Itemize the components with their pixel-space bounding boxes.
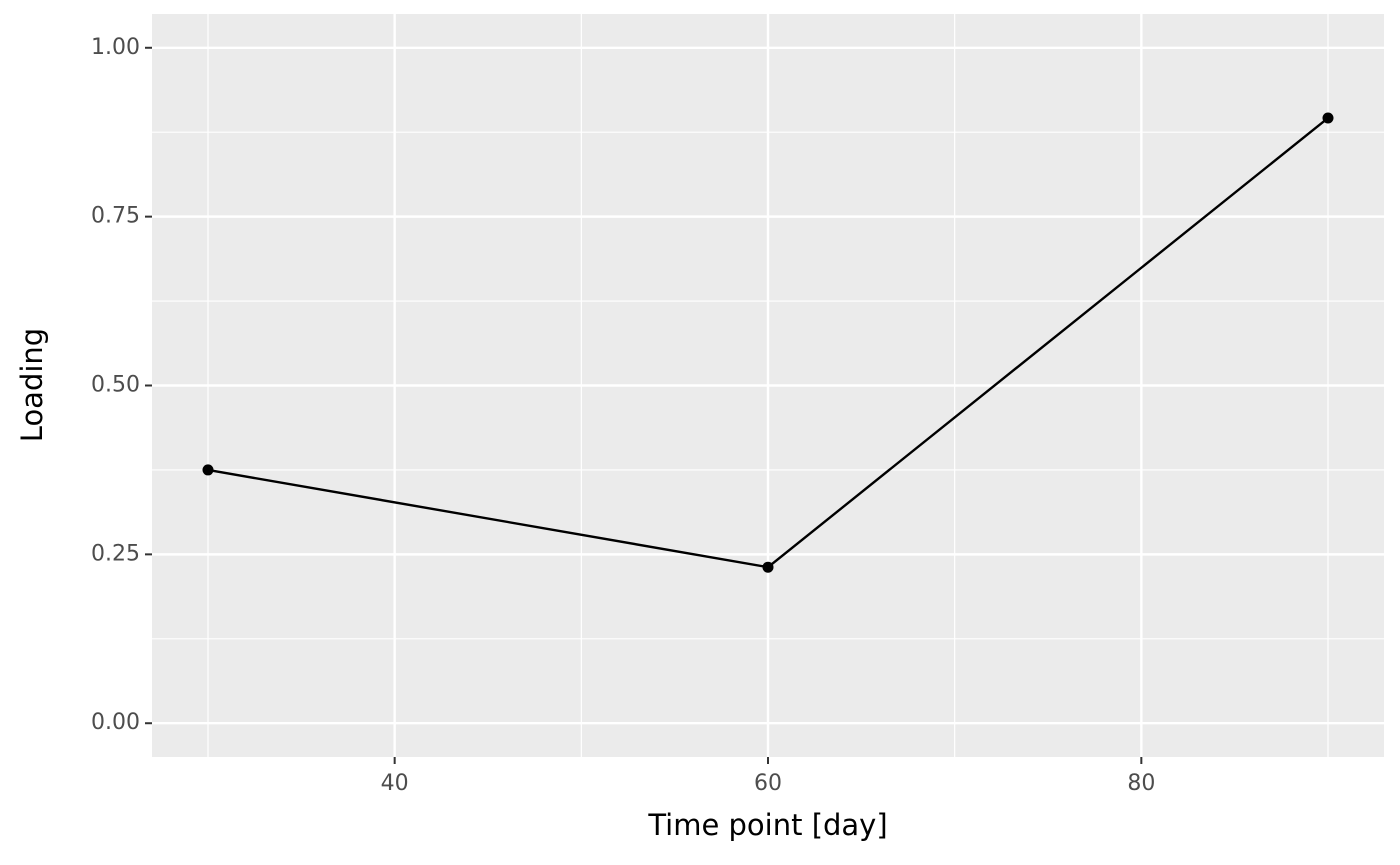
- x-tick-label: 60: [754, 771, 782, 796]
- grid: [152, 14, 1384, 757]
- y-tick-label: 0.75: [91, 204, 140, 229]
- x-axis-title: Time point [day]: [647, 808, 887, 842]
- y-tick-label: 1.00: [91, 35, 140, 60]
- y-axis-title: Loading: [15, 328, 49, 442]
- y-tick-label: 0.50: [91, 373, 140, 398]
- point: [1322, 112, 1334, 124]
- x-tick-label: 40: [381, 771, 409, 796]
- x-tick-label: 80: [1127, 771, 1155, 796]
- y-tick-label: 0.00: [91, 710, 140, 735]
- point: [202, 464, 214, 476]
- y-tick-label: 0.25: [91, 541, 140, 566]
- point: [762, 561, 774, 573]
